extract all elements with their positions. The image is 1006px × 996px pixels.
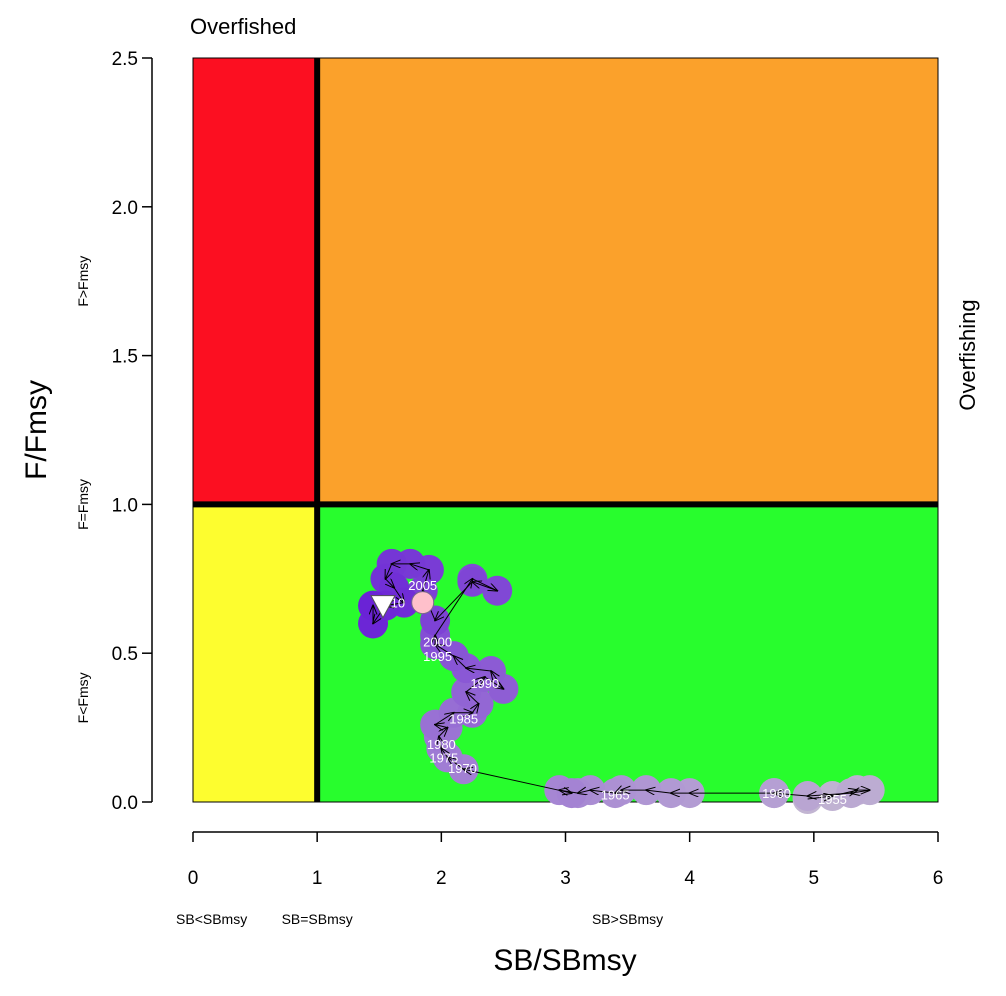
x-tick-label: 0: [188, 868, 199, 889]
zone-red: [193, 58, 318, 505]
trajectory-arrow: [590, 790, 616, 793]
zone-orange: [317, 58, 939, 505]
trajectory-arrow: [491, 671, 504, 690]
y-axis-title: F/Fmsy: [20, 380, 53, 480]
x-tick-label: 3: [560, 868, 571, 889]
y-tick-label: 1.5: [112, 347, 138, 368]
trajectory-arrow: [435, 725, 448, 728]
trajectory-arrow: [385, 563, 391, 579]
year-label: 1990: [470, 676, 499, 691]
trajectory-arrow: [439, 737, 441, 749]
trajectory-arrow: [410, 564, 430, 570]
trajectory-arrow: [435, 581, 473, 621]
y-zone-label: F>Fmsy: [75, 256, 91, 307]
year-label: 10: [391, 596, 405, 611]
year-label: 1955: [818, 792, 847, 807]
trajectory-arrow: [646, 790, 672, 793]
x-tick-label: 4: [684, 868, 695, 889]
trajectory-arrow: [454, 656, 467, 669]
markers-layer: [370, 591, 435, 619]
year-label: 1985: [449, 712, 478, 727]
trajectory-arrow: [808, 793, 852, 796]
trajectory-arrow: [439, 728, 448, 737]
trajectory-arrow: [466, 668, 492, 671]
year-label: 1995: [423, 649, 452, 664]
trajectory-arrow: [422, 570, 429, 591]
year-label: 2000: [423, 634, 452, 649]
x-tick-label: 2: [436, 868, 447, 889]
trajectory-arrow: [484, 676, 504, 689]
year-label: 1960: [762, 786, 791, 801]
x-tick-label: 6: [933, 868, 944, 889]
year-label: 1980: [427, 737, 456, 752]
trajectory-arrow: [472, 582, 498, 592]
trajectory-arrow: [393, 587, 404, 603]
x-zone-label: SB=SBmsy: [282, 911, 353, 927]
trajectory-arrow: [466, 692, 479, 705]
trajectory-arrow: [448, 757, 464, 770]
trajectory-arrow: [434, 713, 454, 726]
reference-lines-layer: [193, 58, 938, 802]
year-label: 1970: [448, 761, 477, 776]
y-tick-label: 0.0: [112, 793, 138, 814]
x-zone-label: SB>SBmsy: [592, 911, 663, 927]
y-tick-label: 2.5: [112, 49, 138, 70]
trajectory-arrow: [615, 790, 621, 793]
start-marker: [411, 591, 435, 615]
trajectory-arrow: [441, 748, 447, 757]
zone-yellow: [193, 504, 318, 802]
x-tick-label: 1: [312, 868, 323, 889]
trajectory-arrow: [464, 769, 572, 794]
right-title: Overfishing: [955, 299, 980, 410]
trajectory-arrow: [465, 677, 485, 693]
year-label: 1975: [429, 750, 458, 765]
trajectory-arrow: [385, 578, 394, 588]
year-label: 2005: [408, 578, 437, 593]
y-zone-label: F<Fmsy: [75, 672, 91, 723]
x-axis-title: SB/SBmsy: [493, 944, 636, 977]
y-zone-label: F=Fmsy: [75, 479, 91, 530]
trajectory-arrow: [851, 790, 870, 793]
axes-layer: 0 1 2 3 4 5 6 0.0 0.5 1.0 1.5 2.0 2.5 SB<SBmsy SB=SBms…: [75, 49, 943, 927]
trajectory-arrow: [774, 793, 808, 796]
zones-layer: [192, 57, 939, 803]
x-zone-label: SB<SBmsy: [176, 911, 247, 927]
trajectory-arrow: [435, 644, 455, 657]
y-tick-label: 1.0: [112, 495, 138, 516]
arrows-layer: [373, 564, 870, 799]
year-label: 1965: [601, 788, 630, 803]
x-tick-label: 5: [809, 868, 820, 889]
y-tick-label: 0.5: [112, 644, 138, 665]
trajectory-arrow: [578, 790, 591, 793]
top-title: Overfished: [190, 14, 296, 39]
y-tick-label: 2.0: [112, 198, 138, 219]
end-marker: [370, 595, 396, 619]
trajectory-arrow: [472, 704, 478, 713]
